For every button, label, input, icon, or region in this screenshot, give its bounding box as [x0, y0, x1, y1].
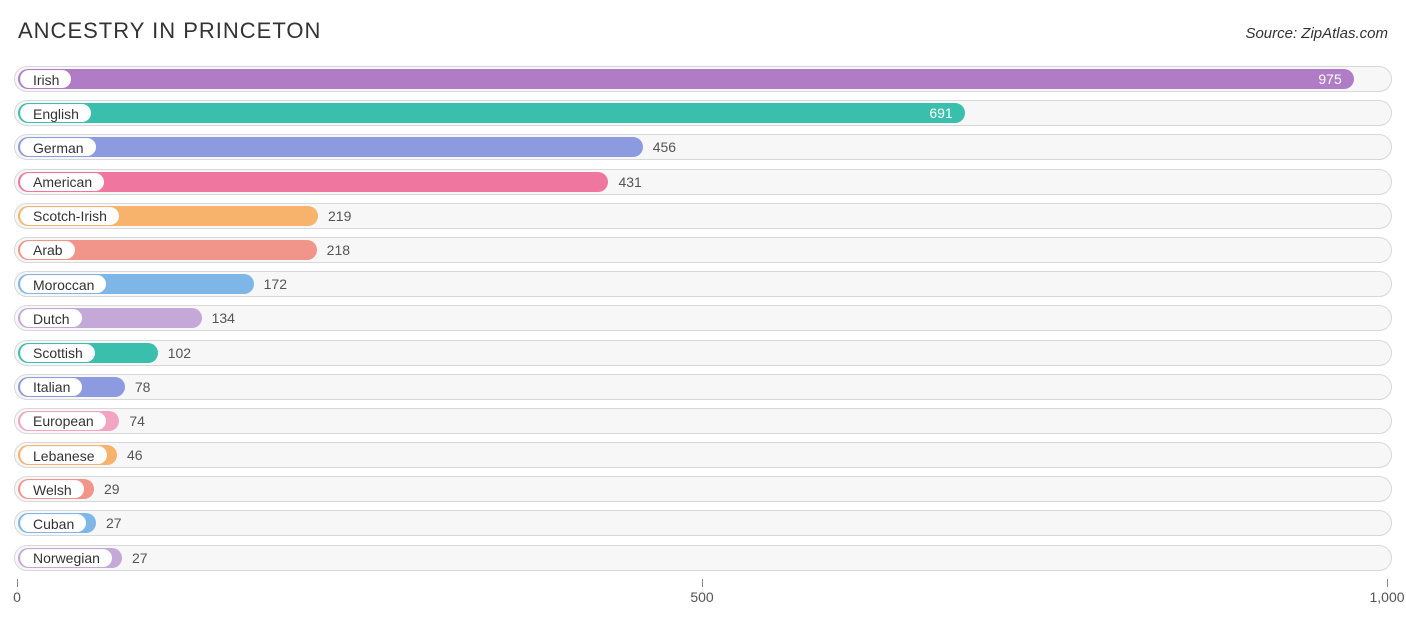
- bar-label-pill: Norwegian: [20, 549, 112, 567]
- bar-track: German 456: [14, 134, 1392, 160]
- bar-track: European 74: [14, 408, 1392, 434]
- bar-value: 134: [212, 306, 235, 330]
- chart-area: Irish 975 English 691 German 456 American 431 Sc…: [14, 66, 1392, 607]
- bar-value: 46: [127, 443, 143, 467]
- bar-value: 29: [104, 477, 120, 501]
- bar-track: English 691: [14, 100, 1392, 126]
- bar-label-pill: Arab: [20, 241, 75, 259]
- bar-value: 102: [168, 341, 191, 365]
- bar-fill: [18, 69, 1354, 89]
- bar-value: 74: [129, 409, 145, 433]
- bar-value: 431: [618, 170, 641, 194]
- bar-label-pill: German: [20, 138, 96, 156]
- bar-fill: [18, 103, 965, 123]
- bar-track: Arab 218: [14, 237, 1392, 263]
- bar-track: Lebanese 46: [14, 442, 1392, 468]
- bar-label-pill: Lebanese: [20, 446, 107, 464]
- bar-value: 172: [264, 272, 287, 296]
- axis-tick-label: 0: [13, 589, 21, 605]
- bar-value: 975: [1318, 67, 1341, 91]
- bar-track: Cuban 27: [14, 510, 1392, 536]
- bar-label-pill: Italian: [20, 378, 82, 396]
- bar-fill: [18, 137, 643, 157]
- bar-fill: [18, 172, 608, 192]
- chart-source: Source: ZipAtlas.com: [1245, 25, 1388, 42]
- axis-tick-label: 500: [690, 589, 713, 605]
- bar-label-pill: English: [20, 104, 91, 122]
- axis-tick: [702, 579, 703, 587]
- bar-label-pill: Welsh: [20, 480, 84, 498]
- bar-value: 219: [328, 204, 351, 228]
- chart-header: ANCESTRY IN PRINCETON Source: ZipAtlas.c…: [14, 18, 1392, 44]
- bar-value: 27: [132, 546, 148, 570]
- bar-track: Welsh 29: [14, 476, 1392, 502]
- bar-value: 691: [929, 101, 952, 125]
- bar-track: Dutch 134: [14, 305, 1392, 331]
- bar-rows: Irish 975 English 691 German 456 American 431 Sc…: [14, 66, 1392, 571]
- bar-value: 218: [327, 238, 350, 262]
- bar-label-pill: Dutch: [20, 309, 82, 327]
- bar-label-pill: Scottish: [20, 344, 95, 362]
- chart-title: ANCESTRY IN PRINCETON: [18, 18, 321, 44]
- bar-label-pill: Irish: [20, 70, 71, 88]
- axis-tick: [17, 579, 18, 587]
- bar-track: Norwegian 27: [14, 545, 1392, 571]
- bar-label-pill: Scotch-Irish: [20, 207, 119, 225]
- bar-label-pill: European: [20, 412, 106, 430]
- bar-value: 456: [653, 135, 676, 159]
- bar-track: Scotch-Irish 219: [14, 203, 1392, 229]
- bar-value: 27: [106, 511, 122, 535]
- bar-label-pill: Cuban: [20, 514, 86, 532]
- bar-track: Scottish 102: [14, 340, 1392, 366]
- axis-tick-label: 1,000: [1369, 589, 1404, 605]
- x-axis: 05001,000: [14, 579, 1392, 607]
- bar-track: Irish 975: [14, 66, 1392, 92]
- bar-track: Italian 78: [14, 374, 1392, 400]
- bar-track: American 431: [14, 169, 1392, 195]
- bar-value: 78: [135, 375, 151, 399]
- bar-label-pill: Moroccan: [20, 275, 106, 293]
- bar-label-pill: American: [20, 173, 104, 191]
- bar-track: Moroccan 172: [14, 271, 1392, 297]
- axis-tick: [1387, 579, 1388, 587]
